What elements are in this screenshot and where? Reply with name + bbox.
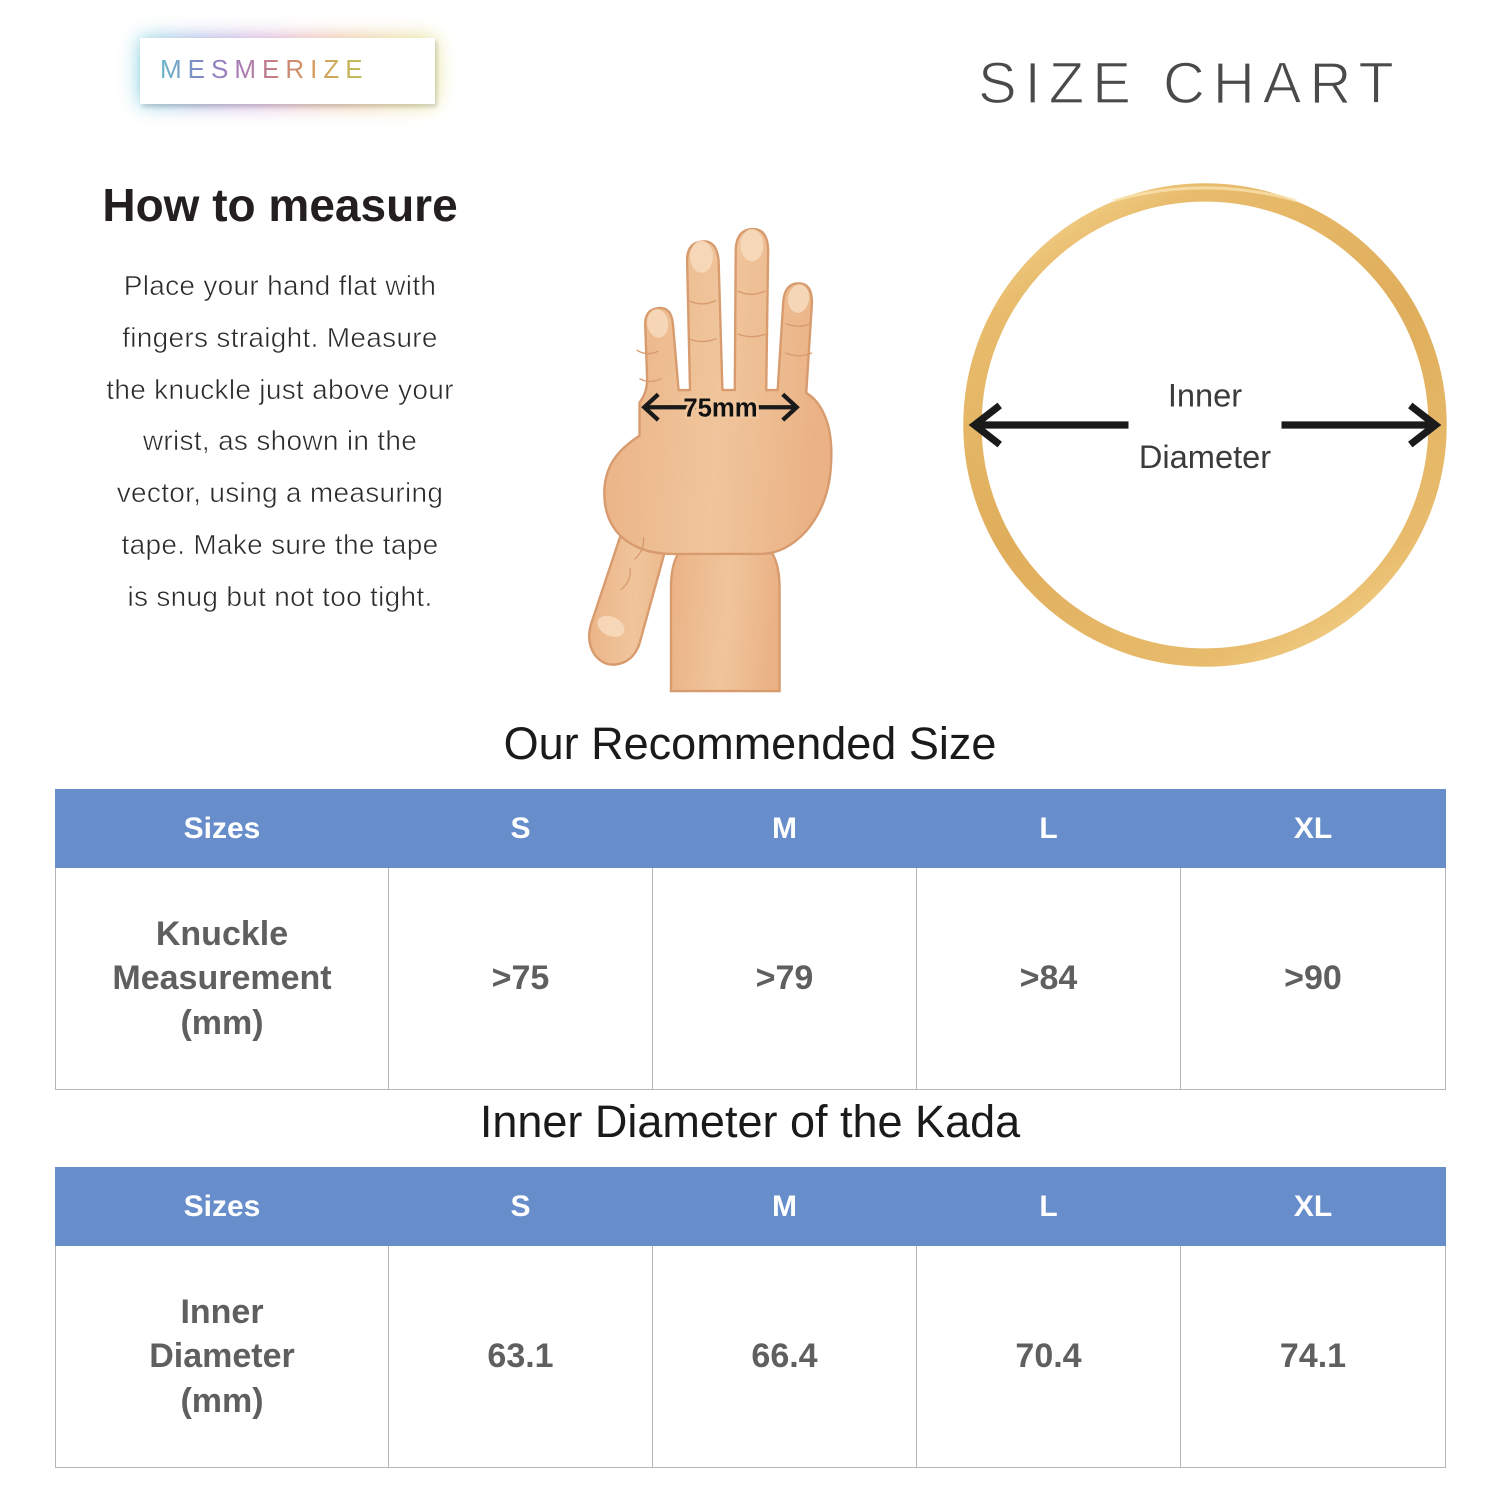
svg-text:Inner: Inner bbox=[1168, 377, 1242, 414]
svg-text:Diameter: Diameter bbox=[1139, 438, 1271, 475]
svg-text:MESMERIZE: MESMERIZE bbox=[160, 54, 369, 84]
svg-text:SIZE CHART: SIZE CHART bbox=[978, 51, 1402, 116]
svg-text:75mm: 75mm bbox=[683, 395, 757, 423]
